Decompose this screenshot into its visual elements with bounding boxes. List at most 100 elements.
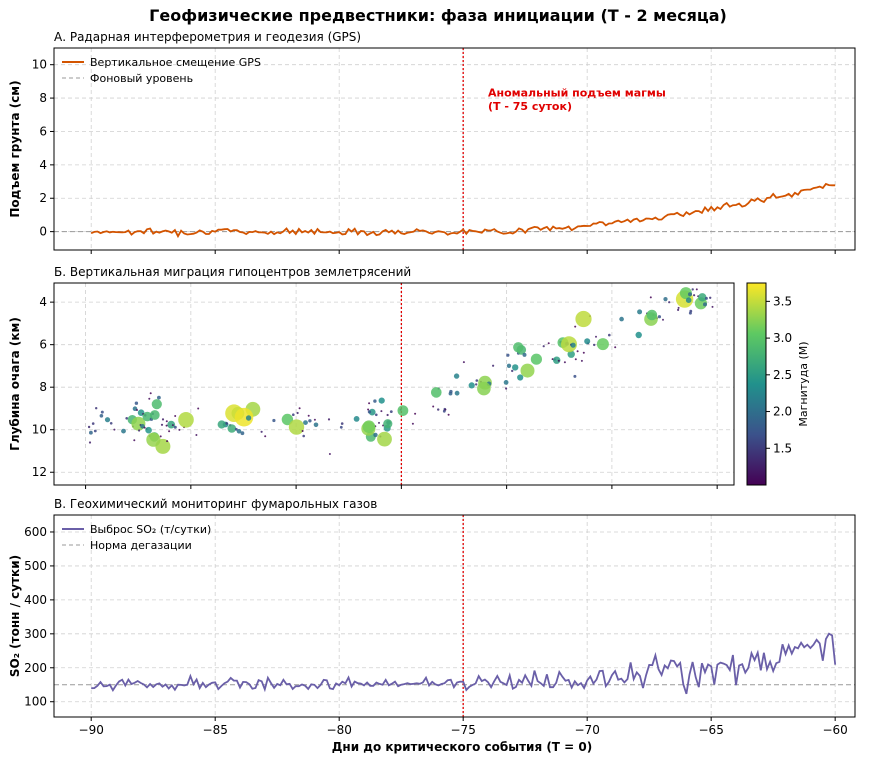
hypocenter-point [195,434,198,436]
hypocenter-point [677,306,680,309]
y-tick-label: 300 [24,627,47,641]
hypocenter-point [693,294,696,297]
hypocenter-point [576,350,579,353]
hypocenter-point [449,389,453,394]
hypocenter-point [93,429,97,433]
hypocenter-point [657,315,662,319]
panel-title: В. Геохимический мониторинг фумарольных … [54,497,377,511]
hypocenter-point [431,387,442,398]
hypocenter-point [454,390,460,396]
hypocenter-point [646,309,658,321]
hypocenter-point [288,419,305,435]
hypocenter-point [178,412,194,428]
hypocenter-point [695,288,698,291]
hypocenter-point [159,435,162,438]
hypocenter-point [619,316,624,322]
colorbar [746,282,767,486]
hypocenter-point [635,331,642,339]
hypocenter-point [397,405,409,416]
x-tick-label: −65 [699,723,724,737]
hypocenter-point [520,363,535,378]
hypocenter-point [134,401,139,405]
hypocenter-point [165,424,168,427]
plot-frame [53,514,856,718]
colorbar-tick-label: 2.5 [773,368,792,382]
hypocenter-point [149,410,160,420]
hypocenter-point [100,410,104,414]
hypocenter-point [614,346,617,349]
y-tick-label: 10 [32,423,47,437]
colorbar-tick-label: 3.5 [773,294,792,308]
hypocenter-point [174,415,177,417]
hypocenter-point [234,427,238,431]
hypocenter-point [691,288,694,291]
y-axis-label: Глубина очага (км) [8,317,22,451]
hypocenter-point [512,364,519,371]
hypocenter-point [453,373,460,379]
hypocenter-point [432,405,435,408]
plot-frame [53,47,856,251]
hypocenter-point [584,338,591,345]
hypocenter-point [368,408,376,416]
hypocenter-point [513,342,524,353]
hypocenter-point [227,424,237,433]
hypocenter-point [505,387,508,390]
hypocenter-point [688,292,692,297]
hypocenter-point [166,440,169,443]
hypocenter-point [165,420,168,423]
annotation-line-2: (Т - 75 суток) [488,100,572,113]
hypocenter-point [595,335,597,338]
hypocenter-point [145,426,152,434]
hypocenter-point [506,353,510,357]
hypocenter-point [197,407,200,410]
hypocenter-point [703,302,707,307]
figure-title: Геофизические предвестники: фаза инициац… [149,6,727,25]
hypocenter-point [161,418,165,421]
hypocenter-point [709,296,712,299]
y-tick-label: 6 [39,338,47,352]
panel-so2: −90 −85 −80 −75 −70 −65 −60 100 200 300 400 500 600 S… [8,497,856,737]
hypocenter-point [373,432,378,438]
hypocenter-point [475,383,478,386]
hypocenter-point [698,293,707,302]
hypocenter-point [138,429,141,432]
hypocenter-point [327,418,331,421]
hypocenter-point [368,402,371,405]
hypocenter-point [414,412,417,415]
so2-series-line [91,632,837,695]
hypocenter-point [477,381,491,396]
hypocenter-point [437,408,440,411]
hypocenter-point [373,399,377,403]
y-tick-label: 4 [39,295,47,309]
hypocenter-point [148,397,151,400]
hypocenter-point [91,422,95,425]
panel-title: Б. Вертикальная миграция гипоцентров зем… [54,265,411,279]
y-tick-label: 6 [39,124,47,138]
hypocenter-point [462,361,465,364]
hypocenter-point [593,343,596,347]
hypocenter-point [236,429,242,434]
y-axis-label: SO₂ (тонн / сутки) [8,555,22,677]
y-tick-label: 12 [32,465,47,479]
hypocenter-point [503,380,509,385]
hypocenter-point [168,430,171,433]
hypocenter-point [264,435,267,438]
hypocenter-point [362,420,376,434]
y-tick-label: 10 [32,58,47,72]
annotation-line-1: Аномальный подъем магмы [488,86,666,99]
hypocenter-point [151,399,162,410]
hypocenter-point [704,296,708,300]
panel-gps: 0 2 4 6 8 10 Подъем грунта (см) А. Радарная инт… [8,30,856,254]
hypocenter-point [353,416,360,422]
hypocenter-point [530,353,543,365]
y-axis-label: Подъем грунта (см) [8,80,22,217]
hypocenter-point [668,301,671,304]
hypocenter-point [173,425,177,429]
hypocenter-point [570,342,576,348]
hypocenter-point [511,369,514,373]
y-tick-label: 600 [24,525,47,539]
legend-label-gps: Вертикальное смещение GPS [90,56,261,69]
hypocenter-point [378,397,385,404]
y-tick-label: 100 [24,695,47,709]
hypocenter-point [663,297,668,302]
